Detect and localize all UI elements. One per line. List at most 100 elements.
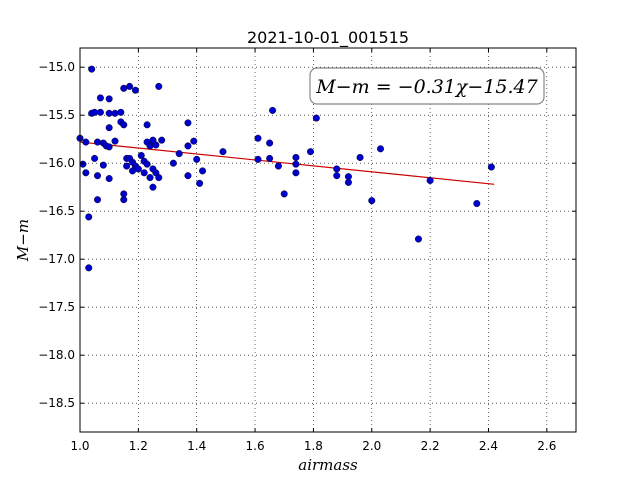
data-point [146, 174, 154, 182]
data-point [368, 197, 376, 205]
data-point [199, 167, 207, 175]
data-point [140, 169, 148, 177]
data-point [155, 174, 163, 182]
x-tick-label: 2.4 [479, 439, 498, 453]
data-point [134, 165, 142, 173]
data-point [344, 178, 352, 186]
data-point [152, 141, 160, 149]
data-point [120, 121, 128, 129]
data-point [105, 175, 113, 183]
data-point [105, 124, 113, 132]
data-point [193, 155, 201, 163]
data-point [266, 139, 274, 147]
data-point [96, 108, 104, 116]
y-tick-label: −18.0 [38, 348, 75, 362]
data-point [85, 213, 93, 221]
data-point [292, 160, 300, 168]
data-point [292, 169, 300, 177]
data-points [76, 65, 495, 272]
data-point [184, 142, 192, 150]
plot-area [80, 48, 576, 432]
x-tick-label: 1.8 [304, 439, 323, 453]
data-point [82, 169, 90, 177]
data-point [94, 196, 102, 204]
data-point [120, 196, 128, 204]
data-point [414, 235, 422, 243]
axis-ticks: 1.0 1.2 1.4 1.6 1.8 2.0 2.2 2.4 2.6 −15.0 −15.5 −16… [38, 48, 576, 453]
data-point [274, 162, 282, 170]
data-point [105, 143, 113, 151]
data-point [94, 138, 102, 146]
data-point [126, 82, 134, 90]
data-point [175, 150, 183, 158]
data-point [196, 179, 204, 187]
plot-frame [79, 47, 577, 433]
y-tick-label: −17.0 [38, 252, 75, 266]
data-point [105, 95, 113, 103]
data-point [120, 84, 128, 92]
data-point [111, 109, 119, 117]
y-tick-label: −16.0 [38, 156, 75, 170]
data-point [184, 172, 192, 180]
data-point [131, 86, 139, 94]
data-point [155, 82, 163, 90]
data-point [169, 159, 177, 167]
y-axis-label: M−m [14, 219, 32, 262]
y-tick-label: −18.5 [38, 396, 75, 410]
data-point [266, 154, 274, 162]
data-point [149, 183, 157, 191]
x-tick-label: 1.0 [70, 439, 89, 453]
data-point [269, 106, 277, 114]
data-point [280, 190, 288, 198]
data-point [254, 134, 262, 142]
data-point [333, 165, 341, 173]
fit-equation-text: M−m = −0.31χ−15.47 [315, 76, 538, 98]
data-point [117, 108, 125, 116]
grid-lines [79, 48, 576, 432]
fit-equation-box [309, 67, 545, 105]
data-point [333, 172, 341, 180]
data-point [79, 160, 87, 168]
data-point [473, 200, 481, 208]
x-axis-label: airmass [298, 456, 358, 474]
data-point [158, 136, 166, 144]
data-point [99, 161, 107, 169]
data-point [143, 160, 151, 168]
data-point [146, 142, 154, 150]
data-point [184, 119, 192, 127]
data-point [487, 163, 495, 171]
data-point [105, 109, 113, 117]
data-point [123, 162, 131, 170]
data-point [143, 121, 151, 129]
data-point [292, 153, 300, 161]
data-point [377, 145, 385, 153]
data-point [85, 264, 93, 272]
data-point [190, 137, 198, 145]
data-point [254, 155, 262, 163]
data-point [137, 152, 145, 160]
data-point [306, 148, 314, 156]
data-point [219, 148, 227, 156]
data-point [91, 108, 99, 116]
y-tick-label: −15.0 [38, 60, 75, 74]
data-point [96, 94, 104, 102]
x-tick-label: 1.4 [187, 439, 206, 453]
data-point [426, 176, 434, 184]
x-tick-label: 1.6 [246, 439, 265, 453]
x-tick-label: 2.6 [537, 439, 556, 453]
data-point [111, 137, 119, 145]
x-tick-label: 2.0 [362, 439, 381, 453]
y-tick-label: −16.5 [38, 204, 75, 218]
x-tick-label: 1.2 [129, 439, 148, 453]
y-tick-label: −15.5 [38, 108, 75, 122]
chart-title: 2021-10-01_001515 [247, 28, 409, 48]
data-point [94, 172, 102, 180]
x-tick-label: 2.2 [421, 439, 440, 453]
y-tick-label: −17.5 [38, 300, 75, 314]
data-point [356, 153, 364, 161]
data-point [91, 154, 99, 162]
data-point [82, 138, 90, 146]
data-point [88, 65, 96, 73]
data-point [312, 114, 320, 122]
